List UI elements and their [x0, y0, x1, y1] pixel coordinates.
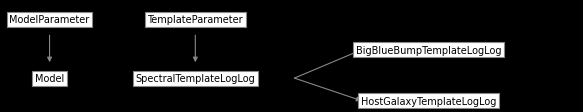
Text: BigBlueBumpTemplateLogLog: BigBlueBumpTemplateLogLog: [356, 45, 501, 55]
Text: HostGalaxyTemplateLogLog: HostGalaxyTemplateLogLog: [361, 96, 496, 106]
Text: ModelParameter: ModelParameter: [9, 15, 90, 25]
Text: Model: Model: [35, 73, 64, 83]
Text: SpectralTemplateLogLog: SpectralTemplateLogLog: [135, 73, 255, 83]
Text: TemplateParameter: TemplateParameter: [147, 15, 243, 25]
